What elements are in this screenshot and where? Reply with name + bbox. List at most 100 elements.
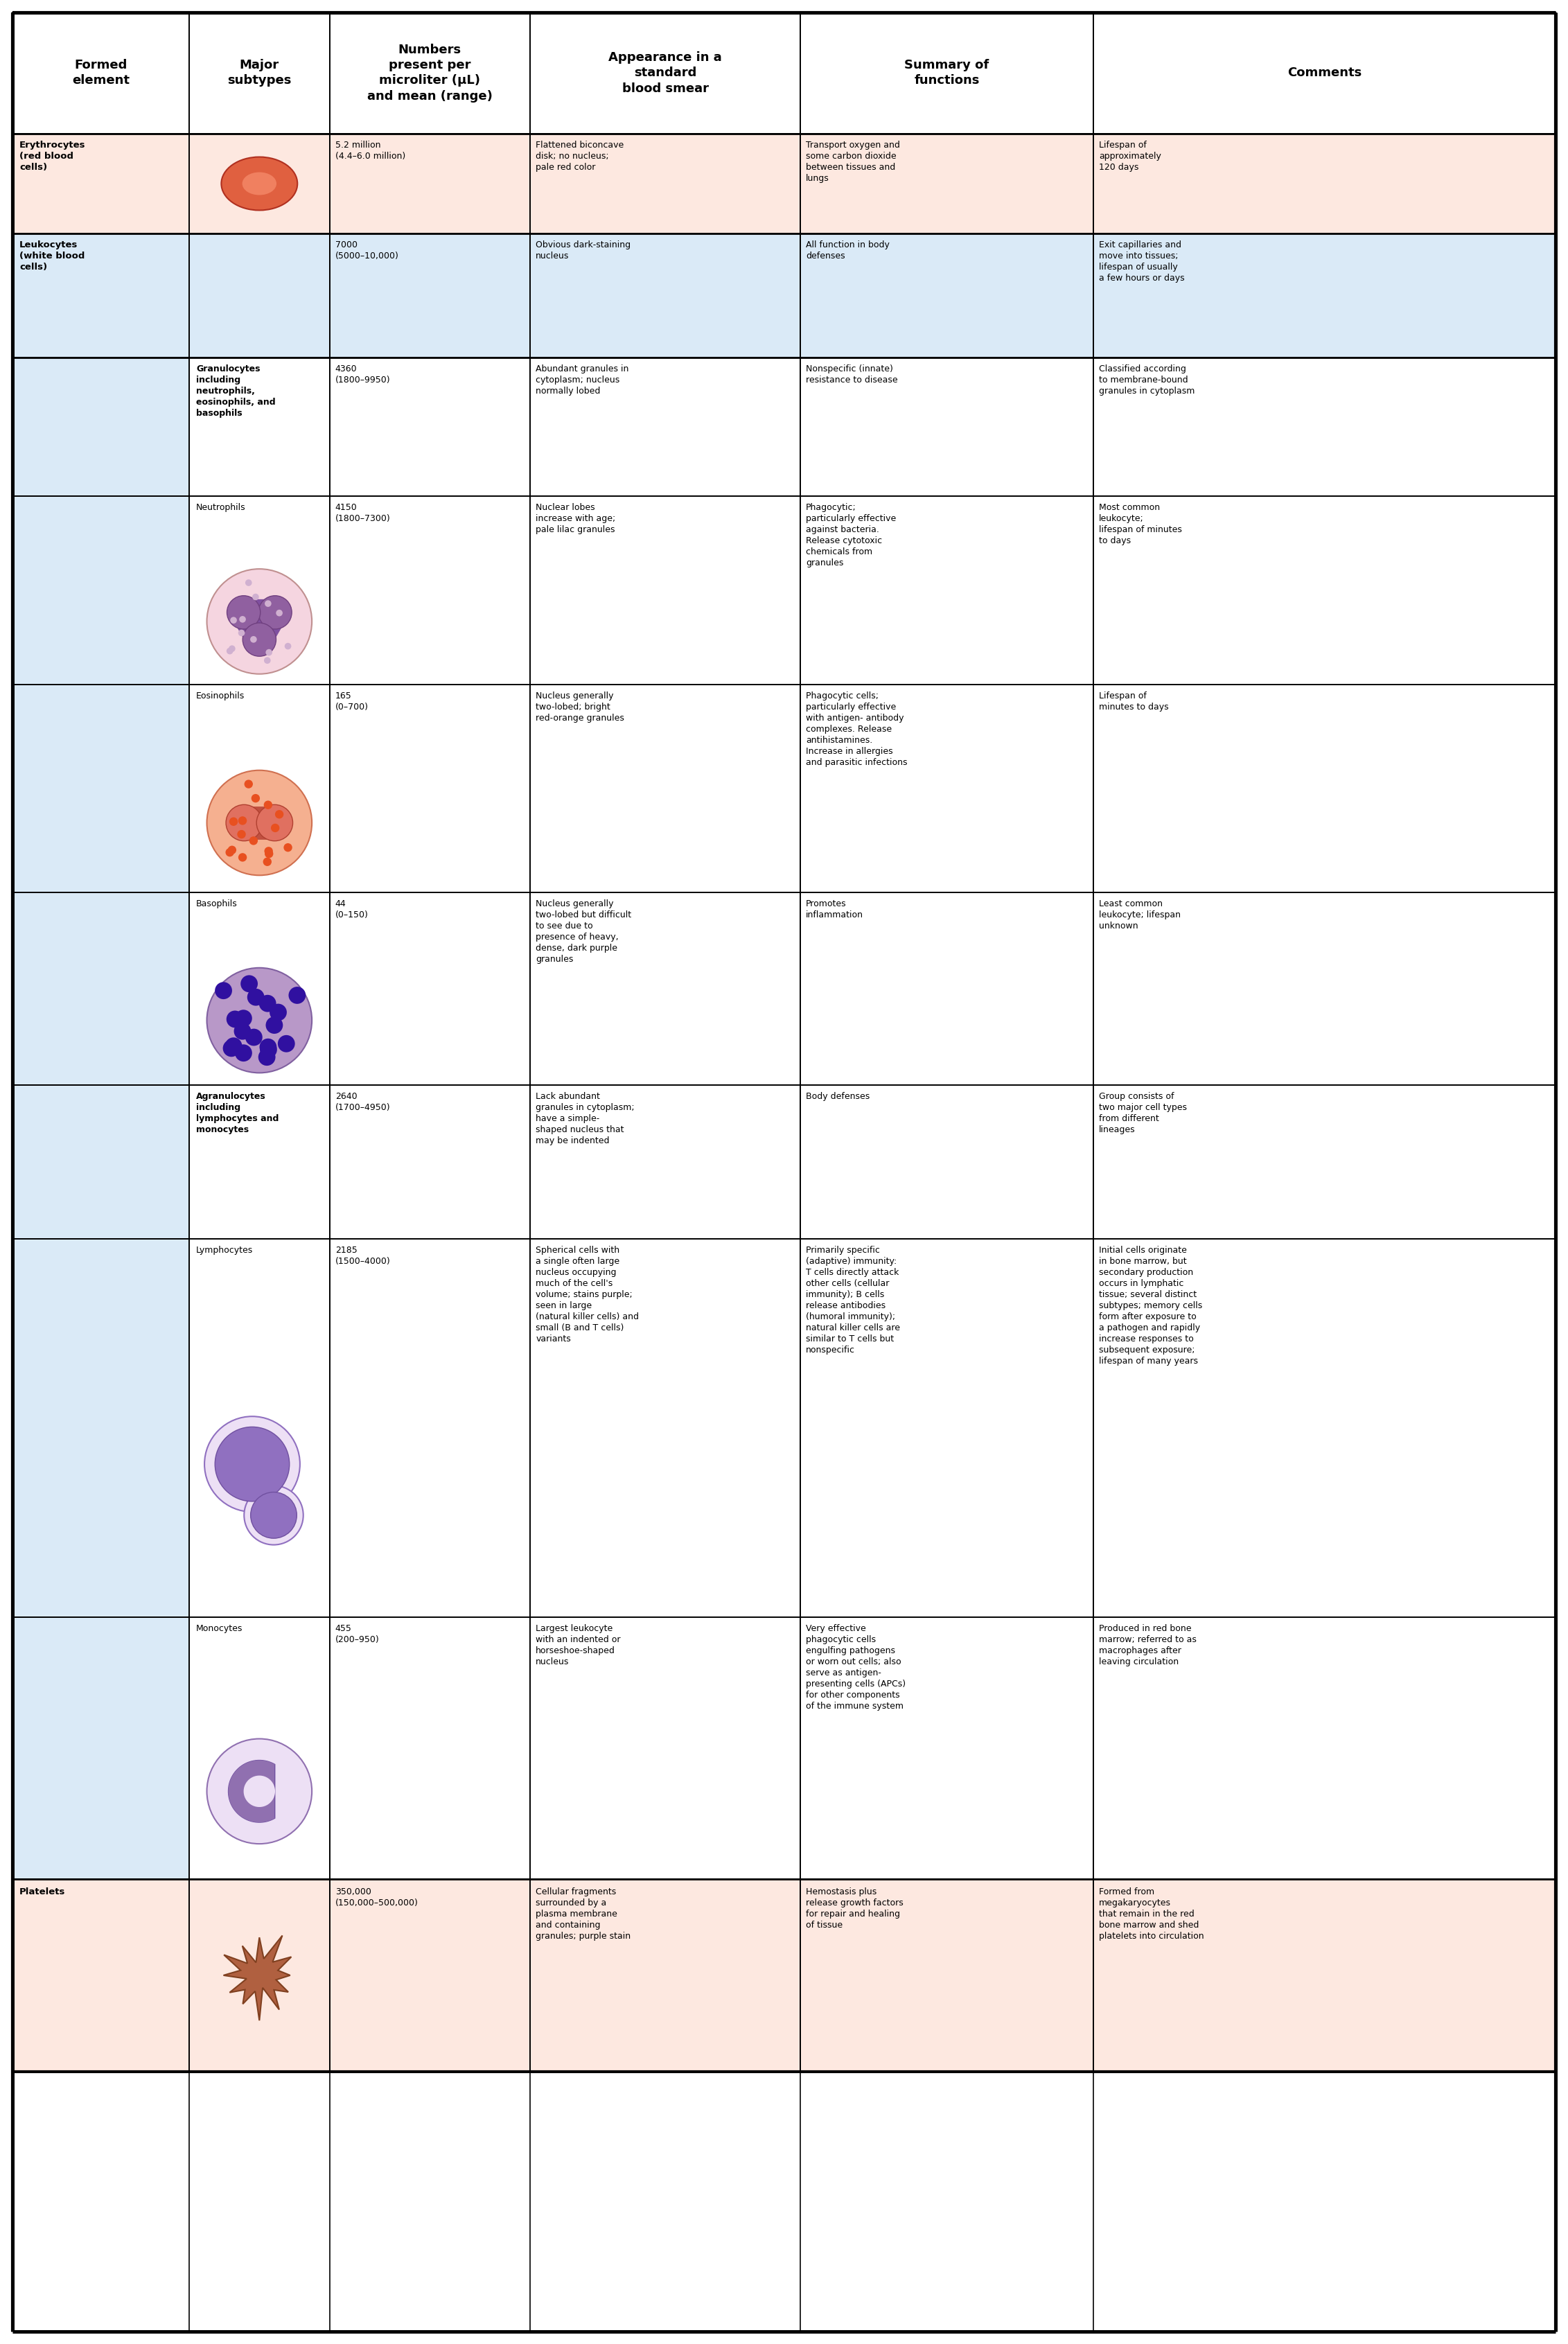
Text: Lack abundant
granules in cytoplasm;
have a simple-
shaped nucleus that
may be i: Lack abundant granules in cytoplasm; hav… <box>536 1092 635 1146</box>
Ellipse shape <box>241 171 276 195</box>
Circle shape <box>240 616 246 624</box>
Text: Numbers
present per
microliter (μL)
and mean (range): Numbers present per microliter (μL) and … <box>367 45 492 103</box>
Text: Formed
element: Formed element <box>72 59 130 87</box>
Circle shape <box>229 818 238 825</box>
Circle shape <box>257 804 293 841</box>
Polygon shape <box>243 1774 274 1807</box>
Bar <box>329 12 530 134</box>
Circle shape <box>230 616 237 624</box>
Bar <box>13 234 190 359</box>
Polygon shape <box>229 1760 274 1821</box>
Circle shape <box>227 595 260 628</box>
Text: Monocytes: Monocytes <box>196 1624 243 1634</box>
Bar <box>530 1085 800 1240</box>
Bar <box>530 1617 800 1880</box>
Text: Lymphocytes: Lymphocytes <box>196 1247 252 1254</box>
Bar <box>329 1880 530 2072</box>
Circle shape <box>245 1029 262 1045</box>
Bar <box>530 134 800 234</box>
Circle shape <box>263 802 273 809</box>
Circle shape <box>207 570 312 675</box>
Bar <box>329 893 530 1085</box>
Bar <box>800 134 1093 234</box>
Text: Comments: Comments <box>1287 66 1361 80</box>
Circle shape <box>207 771 312 874</box>
Circle shape <box>245 781 252 788</box>
Bar <box>329 359 530 497</box>
Text: Abundant granules in
cytoplasm; nucleus
normally lobed: Abundant granules in cytoplasm; nucleus … <box>536 366 629 396</box>
Circle shape <box>284 642 292 649</box>
Text: Appearance in a
standard
blood smear: Appearance in a standard blood smear <box>608 52 721 94</box>
Bar <box>329 1240 530 1617</box>
Text: Erythrocytes
(red blood
cells): Erythrocytes (red blood cells) <box>19 141 86 171</box>
Circle shape <box>263 656 271 663</box>
Circle shape <box>245 579 252 586</box>
Circle shape <box>265 600 271 607</box>
Bar <box>1093 1240 1555 1617</box>
Text: Largest leukocyte
with an indented or
horseshoe-shaped
nucleus: Largest leukocyte with an indented or ho… <box>536 1624 621 1667</box>
Text: Phagocytic;
particularly effective
against bacteria.
Release cytotoxic
chemicals: Phagocytic; particularly effective again… <box>806 502 895 567</box>
Bar <box>13 684 190 893</box>
Circle shape <box>235 1045 252 1062</box>
Circle shape <box>229 645 235 652</box>
Bar <box>1093 1085 1555 1240</box>
Text: Very effective
phagocytic cells
engulfing pathogens
or worn out cells; also
serv: Very effective phagocytic cells engulfin… <box>806 1624 906 1711</box>
Bar <box>1093 134 1555 234</box>
Text: Primarily specific
(adaptive) immunity:
T cells directly attack
other cells (cel: Primarily specific (adaptive) immunity: … <box>806 1247 900 1355</box>
Bar <box>1093 1617 1555 1880</box>
Text: Formed from
megakaryocytes
that remain in the red
bone marrow and shed
platelets: Formed from megakaryocytes that remain i… <box>1099 1887 1204 1941</box>
Polygon shape <box>224 1936 292 2021</box>
Bar <box>190 234 329 359</box>
Circle shape <box>249 837 257 846</box>
Text: Most common
leukocyte;
lifespan of minutes
to days: Most common leukocyte; lifespan of minut… <box>1099 502 1182 544</box>
Circle shape <box>223 1041 240 1057</box>
Circle shape <box>259 1038 276 1055</box>
Bar <box>530 497 800 684</box>
Bar <box>1093 12 1555 134</box>
Text: Initial cells originate
in bone marrow, but
secondary production
occurs in lymph: Initial cells originate in bone marrow, … <box>1099 1247 1203 1367</box>
Bar <box>13 1085 190 1240</box>
Text: Nucleus generally
two-lobed; bright
red-orange granules: Nucleus generally two-lobed; bright red-… <box>536 691 624 722</box>
Bar <box>530 1240 800 1617</box>
Text: Flattened biconcave
disk; no nucleus;
pale red color: Flattened biconcave disk; no nucleus; pa… <box>536 141 624 171</box>
Bar <box>190 359 329 497</box>
Circle shape <box>248 989 265 1006</box>
Text: Group consists of
two major cell types
from different
lineages: Group consists of two major cell types f… <box>1099 1092 1187 1134</box>
Text: 4360
(1800–9950): 4360 (1800–9950) <box>336 366 390 384</box>
Text: Nonspecific (innate)
resistance to disease: Nonspecific (innate) resistance to disea… <box>806 366 897 384</box>
Circle shape <box>263 858 271 865</box>
Text: Lifespan of
approximately
120 days: Lifespan of approximately 120 days <box>1099 141 1162 171</box>
Text: Platelets: Platelets <box>19 1887 66 1896</box>
Bar <box>13 893 190 1085</box>
Text: Phagocytic cells;
particularly effective
with antigen- antibody
complexes. Relea: Phagocytic cells; particularly effective… <box>806 691 908 766</box>
Bar <box>190 1880 329 2072</box>
Circle shape <box>237 830 246 839</box>
Bar <box>800 1880 1093 2072</box>
Circle shape <box>259 1048 276 1067</box>
Text: 4150
(1800–7300): 4150 (1800–7300) <box>336 502 390 523</box>
Bar <box>800 1240 1093 1617</box>
Text: Agranulocytes
including
lymphocytes and
monocytes: Agranulocytes including lymphocytes and … <box>196 1092 279 1134</box>
Ellipse shape <box>221 157 298 211</box>
Bar <box>800 684 1093 893</box>
Bar <box>1093 893 1555 1085</box>
Text: Granulocytes
including
neutrophils,
eosinophils, and
basophils: Granulocytes including neutrophils, eosi… <box>196 366 276 417</box>
Text: 5.2 million
(4.4–6.0 million): 5.2 million (4.4–6.0 million) <box>336 141 405 159</box>
Bar <box>800 12 1093 134</box>
Bar <box>530 234 800 359</box>
Bar <box>329 134 530 234</box>
Text: Promotes
inflammation: Promotes inflammation <box>806 900 864 919</box>
Text: Produced in red bone
marrow; referred to as
macrophages after
leaving circulatio: Produced in red bone marrow; referred to… <box>1099 1624 1196 1667</box>
Text: Obvious dark-staining
nucleus: Obvious dark-staining nucleus <box>536 241 630 260</box>
Circle shape <box>252 593 259 600</box>
Text: Exit capillaries and
move into tissues;
lifespan of usually
a few hours or days: Exit capillaries and move into tissues; … <box>1099 241 1184 284</box>
Circle shape <box>238 816 246 825</box>
Text: Spherical cells with
a single often large
nucleus occupying
much of the cell's
v: Spherical cells with a single often larg… <box>536 1247 638 1343</box>
Text: 2640
(1700–4950): 2640 (1700–4950) <box>336 1092 390 1111</box>
Bar <box>800 1617 1093 1880</box>
Bar <box>329 497 530 684</box>
Bar <box>190 1085 329 1240</box>
Bar <box>13 1617 190 1880</box>
Circle shape <box>251 635 257 642</box>
Bar <box>190 497 329 684</box>
